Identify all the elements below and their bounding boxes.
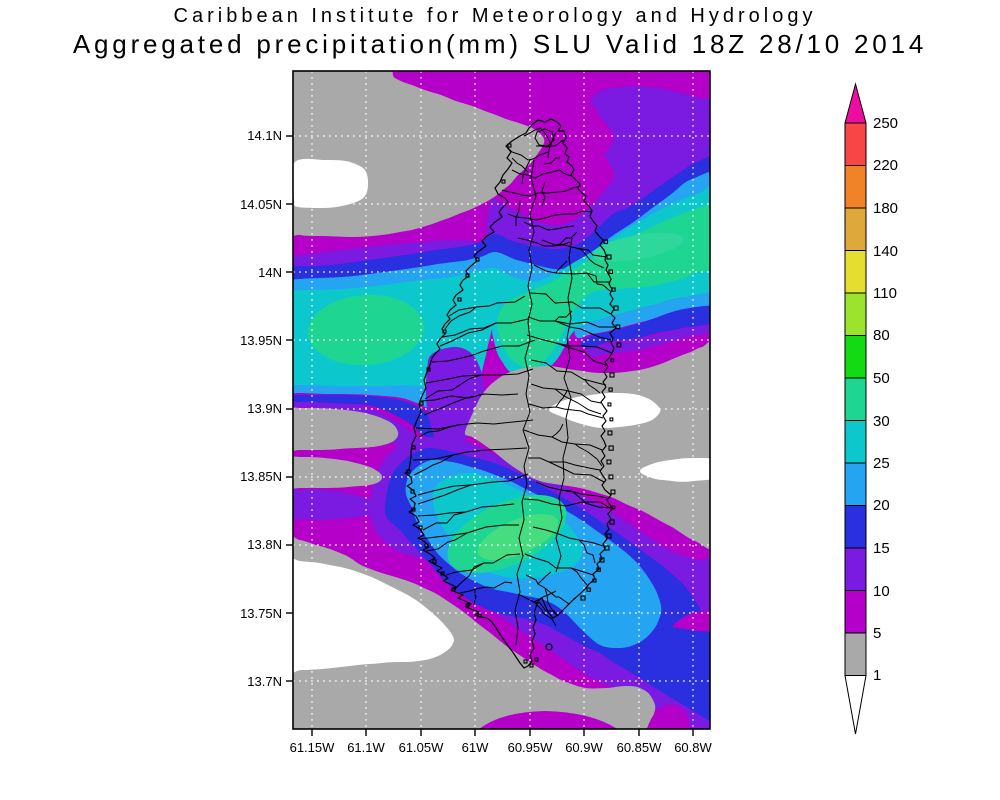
svg-text:25: 25 bbox=[873, 455, 890, 472]
svg-text:61.05W: 61.05W bbox=[399, 740, 445, 755]
svg-text:13.85N: 13.85N bbox=[240, 469, 282, 484]
svg-text:10: 10 bbox=[873, 583, 890, 600]
svg-text:30: 30 bbox=[873, 413, 890, 430]
svg-text:61.1W: 61.1W bbox=[347, 740, 385, 755]
svg-text:220: 220 bbox=[873, 157, 898, 174]
svg-text:13.95N: 13.95N bbox=[240, 333, 282, 348]
svg-text:60.95W: 60.95W bbox=[508, 740, 554, 755]
svg-text:14.05N: 14.05N bbox=[240, 197, 282, 212]
svg-text:1: 1 bbox=[873, 667, 881, 684]
svg-text:13.8N: 13.8N bbox=[247, 537, 282, 552]
svg-text:13.7N: 13.7N bbox=[247, 674, 282, 689]
svg-text:14.1N: 14.1N bbox=[247, 128, 282, 143]
svg-text:80: 80 bbox=[873, 327, 890, 344]
svg-text:5: 5 bbox=[873, 625, 881, 642]
svg-text:60.85W: 60.85W bbox=[617, 740, 663, 755]
svg-text:250: 250 bbox=[873, 115, 898, 132]
svg-text:110: 110 bbox=[873, 285, 897, 302]
svg-text:60.8W: 60.8W bbox=[674, 740, 712, 755]
svg-text:15: 15 bbox=[873, 540, 890, 557]
svg-text:14N: 14N bbox=[258, 265, 282, 280]
svg-text:Caribbean Institute for Meteor: Caribbean Institute for Meteorology and … bbox=[174, 5, 817, 27]
svg-text:13.75N: 13.75N bbox=[240, 606, 282, 621]
svg-text:20: 20 bbox=[873, 497, 890, 514]
svg-text:61.15W: 61.15W bbox=[290, 740, 336, 755]
svg-text:50: 50 bbox=[873, 370, 890, 387]
svg-text:Aggregated precipitation(mm) S: Aggregated precipitation(mm) SLU Valid 1… bbox=[73, 29, 927, 59]
svg-text:60.9W: 60.9W bbox=[565, 740, 603, 755]
svg-text:140: 140 bbox=[873, 243, 898, 260]
svg-text:61W: 61W bbox=[462, 740, 489, 755]
svg-text:180: 180 bbox=[873, 200, 898, 217]
svg-text:13.9N: 13.9N bbox=[247, 401, 282, 416]
